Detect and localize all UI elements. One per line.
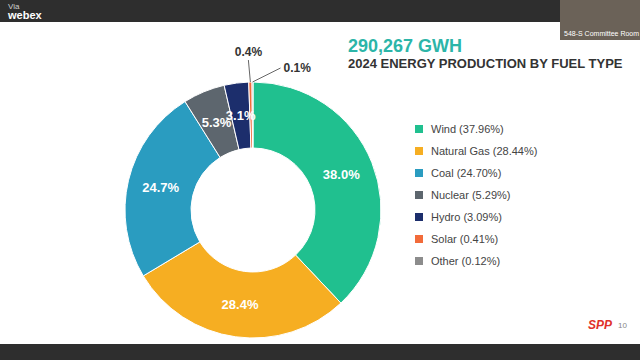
- svg-text:24.7%: 24.7%: [142, 180, 179, 195]
- html-text:10: 10: [618, 321, 627, 330]
- svg-text:5.3%: 5.3%: [201, 114, 232, 130]
- html-text:Other (0.12%): Other (0.12%): [431, 255, 501, 267]
- html-text:webex: webex: [8, 9, 42, 21]
- html-text:Solar (0.41%): Solar (0.41%): [431, 233, 499, 245]
- html-text:548-S Committee Room: 548-S Committee Room: [564, 30, 640, 37]
- svg-text:38.0%: 38.0%: [323, 167, 360, 182]
- svg-text:0.4%: 0.4%: [235, 45, 263, 59]
- html-text:SPP: SPP: [588, 318, 612, 332]
- svg-text:0.1%: 0.1%: [284, 61, 312, 75]
- html-text:Via: Via: [8, 2, 20, 11]
- html-text:Natural Gas (28.44%): Natural Gas (28.44%): [431, 145, 538, 157]
- html-text:2024 ENERGY PRODUCTION BY FUEL: 2024 ENERGY PRODUCTION BY FUEL TYPE: [348, 56, 623, 71]
- svg-text:28.4%: 28.4%: [222, 297, 259, 312]
- svg-text:3.1%: 3.1%: [226, 108, 256, 123]
- html-text:Hydro (3.09%): Hydro (3.09%): [431, 211, 502, 223]
- html-text:Wind (37.96%): Wind (37.96%): [431, 123, 504, 135]
- html-text:Nuclear (5.29%): Nuclear (5.29%): [431, 189, 511, 201]
- html-text:290,267 GWH: 290,267 GWH: [348, 36, 463, 56]
- html-text:Coal (24.70%): Coal (24.70%): [431, 167, 502, 179]
